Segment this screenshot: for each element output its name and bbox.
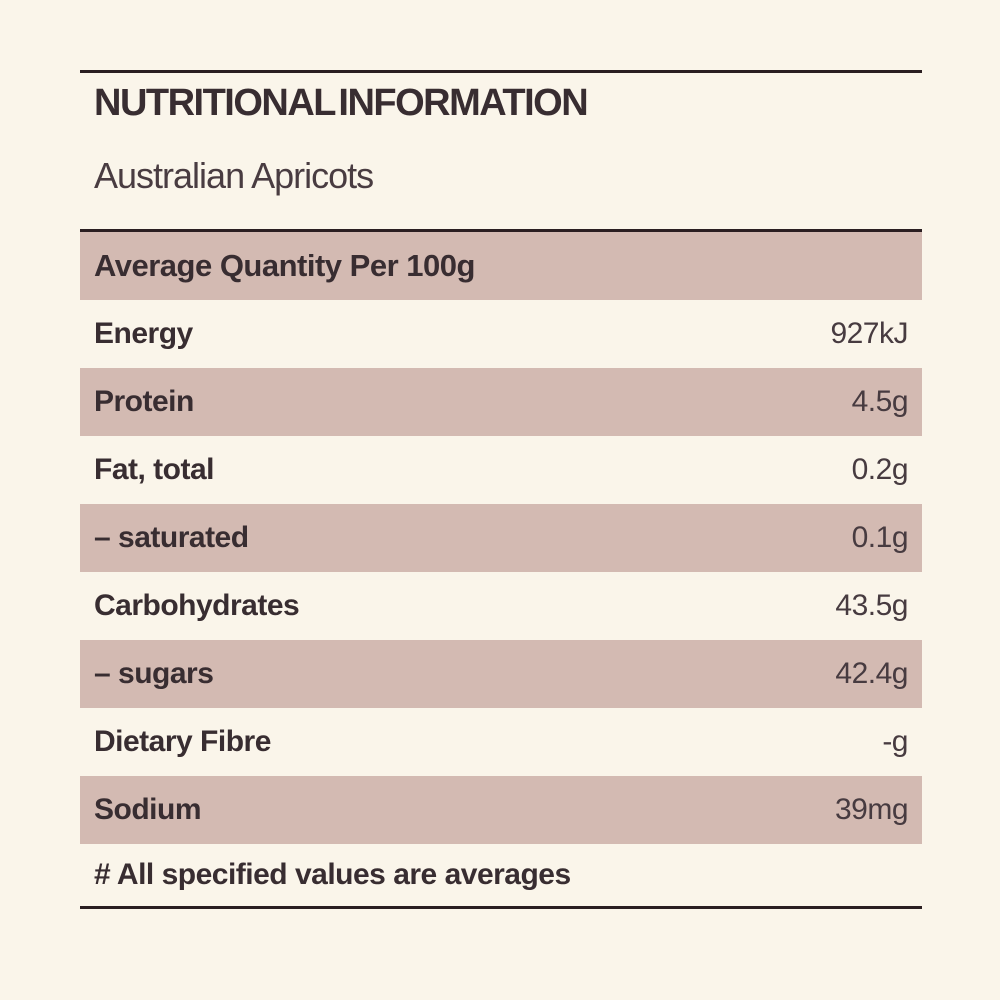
nutrient-value: 43.5g [835,589,908,622]
table-row: Energy 927kJ [80,300,922,368]
table-row: Protein 4.5g [80,368,922,436]
nutrient-label: – sugars [94,657,214,690]
table-body: Energy 927kJ Protein 4.5g Fat, total 0.2… [80,300,922,844]
nutrient-label: Sodium [94,793,202,826]
table-header-row: Average Quantity Per 100g [80,232,922,300]
table-row: – sugars 42.4g [80,640,922,708]
table-row: Dietary Fibre -g [80,708,922,776]
table-footnote-row: # All specified values are averages [80,844,922,906]
table-top-divider [80,229,922,232]
table-row: Sodium 39mg [80,776,922,844]
table-header-label: Average Quantity Per 100g [94,248,475,283]
nutrient-value: 0.1g [851,521,909,554]
nutrient-label: Energy [94,317,193,350]
table-row: Fat, total 0.2g [80,436,922,504]
nutrient-value: 0.2g [851,453,909,486]
nutrient-label: Fat, total [94,453,215,486]
nutrient-label: – saturated [94,521,249,554]
table-row: – saturated 0.1g [80,504,922,572]
nutrient-value: 927kJ [830,317,908,350]
page-title: NUTRITIONAL INFORMATION [94,82,589,124]
product-name: Australian Apricots [94,155,374,196]
nutrient-label: Protein [94,385,194,418]
nutrient-value: -g [882,725,908,758]
nutrient-label: Dietary Fibre [94,725,271,758]
nutrient-label: Carbohydrates [94,589,300,622]
nutrient-value: 4.5g [851,385,909,418]
nutrition-table: Average Quantity Per 100g Energy 927kJ P… [80,229,922,909]
table-footnote: # All specified values are averages [94,858,571,891]
table-row: Carbohydrates 43.5g [80,572,922,640]
top-divider [80,70,922,73]
nutrient-value: 42.4g [835,657,908,690]
nutrient-value: 39mg [834,793,909,826]
bottom-divider [80,906,922,909]
